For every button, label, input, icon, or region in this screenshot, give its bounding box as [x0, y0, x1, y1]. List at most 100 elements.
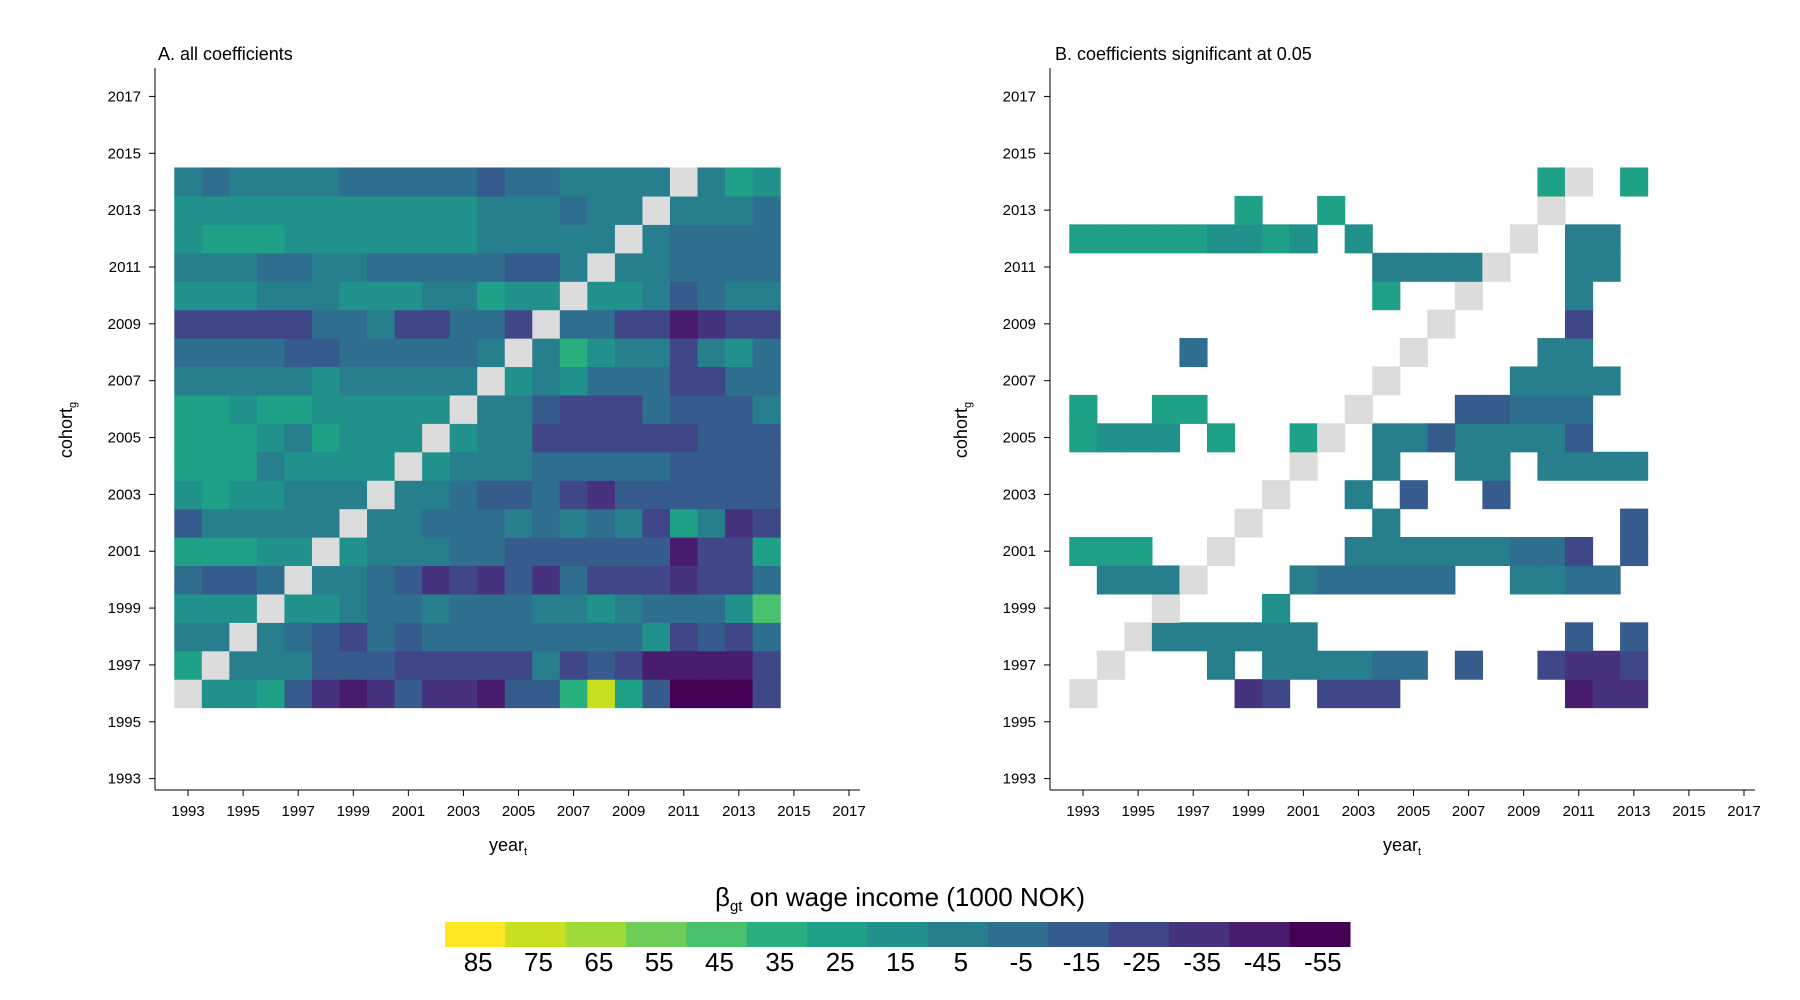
- panel-b-cell: [1289, 622, 1318, 652]
- panel-a-cell: [174, 167, 203, 197]
- legend-label: 55: [645, 947, 674, 977]
- panel-a-cell: [174, 423, 203, 453]
- panel-a-x-tick-label: 1997: [282, 803, 315, 820]
- panel-a-cell: [752, 224, 781, 254]
- panel-b-cell: [1537, 537, 1566, 567]
- legend-swatch: [746, 922, 808, 947]
- panel-b-cell: [1372, 451, 1401, 481]
- panel-a-cell: [587, 679, 616, 709]
- panel-a-cell: [532, 423, 561, 453]
- panel-a-cell: [311, 338, 341, 368]
- panel-b-cell: [1124, 565, 1153, 595]
- panel-b-y-label-sub: g: [962, 402, 974, 408]
- panel-a-cell: [367, 451, 396, 481]
- panel-b-heatmap: B. coefficients significant at 0.05 1993…: [951, 44, 1761, 858]
- panel-a-cell: [752, 480, 781, 510]
- panel-a-cell: [697, 167, 726, 197]
- panel-a-cell: [587, 309, 616, 339]
- panel-a-cell: [229, 451, 258, 481]
- panel-a-cell: [367, 281, 396, 311]
- panel-b-cell: [1317, 679, 1346, 709]
- panel-b-cell: [1289, 224, 1318, 254]
- panel-a-cell: [449, 366, 478, 396]
- panel-a-cell: [697, 451, 726, 481]
- panel-b-cell: [1344, 480, 1373, 510]
- panel-a-cell: [504, 622, 533, 652]
- panel-b-cell: [1069, 224, 1098, 254]
- panel-b-cell: [1537, 650, 1566, 680]
- panel-a-cell: [449, 167, 478, 197]
- panel-a-x-tick-label: 2013: [722, 803, 755, 820]
- panel-a-y-tick-label: 1997: [108, 657, 141, 674]
- panel-a-cell: [642, 423, 671, 453]
- panel-b-y-tick-label: 2017: [1003, 88, 1036, 105]
- panel-a-cell: [587, 593, 616, 623]
- panel-a-cell: [422, 622, 451, 652]
- panel-a-cell: [201, 252, 230, 282]
- panel-a-cell: [174, 394, 203, 424]
- legend-label: 75: [524, 947, 553, 977]
- panel-a-cell: [532, 650, 561, 680]
- panel-b-cell: [1509, 537, 1539, 567]
- panel-a-cell: [284, 565, 313, 595]
- panel-a-cell: [256, 423, 286, 453]
- panel-a-cell: [284, 593, 313, 623]
- panel-a-cell: [449, 565, 478, 595]
- legend-swatch: [626, 922, 687, 947]
- panel-a-cell: [284, 451, 313, 481]
- panel-a-cell: [449, 252, 478, 282]
- panel-a-cell: [725, 480, 754, 510]
- panel-a-cell: [339, 167, 368, 197]
- panel-a-cell: [256, 565, 286, 595]
- panel-a-cell: [559, 394, 588, 424]
- panel-a-cell: [229, 394, 258, 424]
- panel-a-cell: [256, 167, 286, 197]
- panel-a-cell: [669, 366, 699, 396]
- panel-a-cell: [532, 167, 561, 197]
- panel-a-cell: [174, 309, 203, 339]
- panel-b-cell: [1454, 281, 1483, 311]
- panel-a-cell: [284, 281, 313, 311]
- panel-a-cell: [669, 252, 699, 282]
- panel-a-cell: [477, 338, 506, 368]
- panel-a-cell: [725, 252, 754, 282]
- panel-b-x-tick-label: 2005: [1397, 803, 1430, 820]
- panel-b-cell: [1344, 537, 1373, 567]
- panel-a-cell: [311, 309, 341, 339]
- panel-a-cell: [367, 508, 396, 538]
- legend-title-sub: gt: [730, 898, 743, 915]
- panel-a-cell: [201, 451, 230, 481]
- panel-a-cell: [614, 565, 644, 595]
- panel-a-cell: [174, 338, 203, 368]
- panel-a-cell: [311, 593, 341, 623]
- panel-b-x-ticks: 1993 1995 1997 1999 2001 2003 2005 2007 2009 2011…: [1066, 790, 1761, 820]
- panel-a-cell: [669, 593, 699, 623]
- panel-a-cell: [559, 167, 588, 197]
- panel-a-cell: [422, 167, 451, 197]
- panel-b-x-tick-label: 1993: [1066, 803, 1099, 820]
- panel-a-cell: [449, 537, 478, 567]
- panel-a-cell: [449, 622, 478, 652]
- panel-a-cell: [394, 338, 423, 368]
- panel-a-cell: [669, 537, 699, 567]
- panel-b-cell: [1206, 537, 1236, 567]
- panel-a-cell: [559, 508, 588, 538]
- panel-a-cell: [201, 593, 230, 623]
- panel-a-cell: [311, 565, 341, 595]
- panel-b-cell: [1151, 593, 1181, 623]
- panel-a-cell: [477, 593, 506, 623]
- panel-a-cell: [422, 195, 451, 225]
- panel-a-cell: [614, 281, 644, 311]
- panel-b-cell: [1289, 423, 1318, 453]
- panel-a-cell: [256, 394, 286, 424]
- panel-a-cell: [422, 394, 451, 424]
- panel-b-x-tick-label: 1995: [1121, 803, 1154, 820]
- panel-a-cell: [422, 593, 451, 623]
- panel-a-cell: [256, 366, 286, 396]
- legend-swatch: [1048, 922, 1110, 947]
- panel-b-cell: [1069, 537, 1098, 567]
- panel-b-cell: [1564, 451, 1594, 481]
- panel-a-cell: [587, 252, 616, 282]
- panel-a-cell: [587, 167, 616, 197]
- panel-a-cell: [669, 650, 699, 680]
